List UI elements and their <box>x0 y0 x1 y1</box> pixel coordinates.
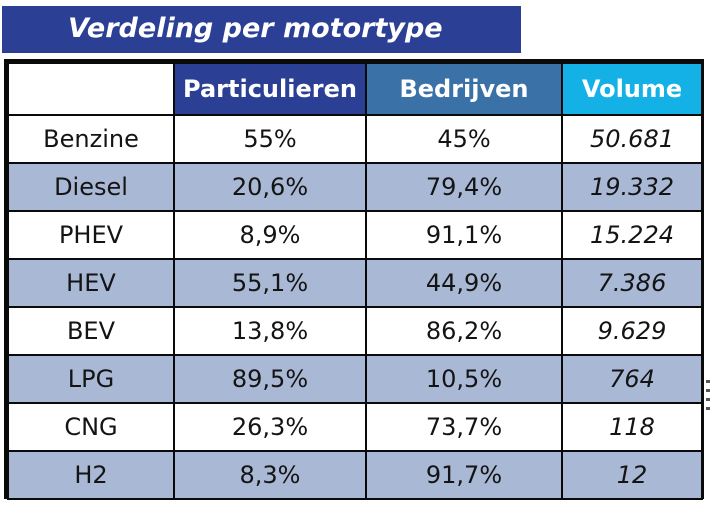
row-label: H2 <box>7 450 175 500</box>
cell-volume: 19.332 <box>561 162 703 212</box>
cell-particulieren: 89,5% <box>173 354 367 404</box>
crop-mark <box>706 380 710 383</box>
row-label: LPG <box>7 354 175 404</box>
table-row: Diesel 20,6% 79,4% 19.332 <box>7 162 703 212</box>
cell-bedrijven: 44,9% <box>365 258 563 308</box>
row-label: Diesel <box>7 162 175 212</box>
table-row: H2 8,3% 91,7% 12 <box>7 450 703 500</box>
cell-particulieren: 13,8% <box>173 306 367 356</box>
header-row: Particulieren Bedrijven Volume <box>7 62 703 116</box>
cell-volume: 50.681 <box>561 114 703 164</box>
crop-mark <box>706 407 710 410</box>
row-label: BEV <box>7 306 175 356</box>
title-banner: Verdeling per motortype <box>2 6 521 53</box>
header-volume: Volume <box>561 62 703 116</box>
motortype-table: Particulieren Bedrijven Volume Benzine 5… <box>4 59 704 500</box>
edge-crop-marks <box>706 380 711 490</box>
row-label: CNG <box>7 402 175 452</box>
row-label: Benzine <box>7 114 175 164</box>
row-label: PHEV <box>7 210 175 260</box>
cell-bedrijven: 86,2% <box>365 306 563 356</box>
cell-particulieren: 55,1% <box>173 258 367 308</box>
table-row: CNG 26,3% 73,7% 118 <box>7 402 703 452</box>
cell-bedrijven: 91,1% <box>365 210 563 260</box>
table-row: Benzine 55% 45% 50.681 <box>7 114 703 164</box>
cell-particulieren: 8,9% <box>173 210 367 260</box>
cell-volume: 9.629 <box>561 306 703 356</box>
table-row: PHEV 8,9% 91,1% 15.224 <box>7 210 703 260</box>
crop-mark <box>706 389 710 392</box>
cell-volume: 12 <box>561 450 703 500</box>
header-corner-cell <box>7 62 175 116</box>
header-bedrijven: Bedrijven <box>365 62 563 116</box>
table-row: BEV 13,8% 86,2% 9.629 <box>7 306 703 356</box>
crop-mark <box>706 398 710 401</box>
cell-volume: 764 <box>561 354 703 404</box>
cell-particulieren: 55% <box>173 114 367 164</box>
table-row: LPG 89,5% 10,5% 764 <box>7 354 703 404</box>
cell-bedrijven: 10,5% <box>365 354 563 404</box>
cell-particulieren: 8,3% <box>173 450 367 500</box>
page-title: Verdeling per motortype <box>68 13 443 44</box>
cell-particulieren: 20,6% <box>173 162 367 212</box>
cell-bedrijven: 45% <box>365 114 563 164</box>
header-particulieren: Particulieren <box>173 62 367 116</box>
cell-particulieren: 26,3% <box>173 402 367 452</box>
cell-volume: 15.224 <box>561 210 703 260</box>
cell-bedrijven: 79,4% <box>365 162 563 212</box>
row-label: HEV <box>7 258 175 308</box>
table-row: HEV 55,1% 44,9% 7.386 <box>7 258 703 308</box>
cell-volume: 7.386 <box>561 258 703 308</box>
cell-bedrijven: 91,7% <box>365 450 563 500</box>
cell-bedrijven: 73,7% <box>365 402 563 452</box>
data-table: Particulieren Bedrijven Volume Benzine 5… <box>7 62 703 500</box>
cell-volume: 118 <box>561 402 703 452</box>
